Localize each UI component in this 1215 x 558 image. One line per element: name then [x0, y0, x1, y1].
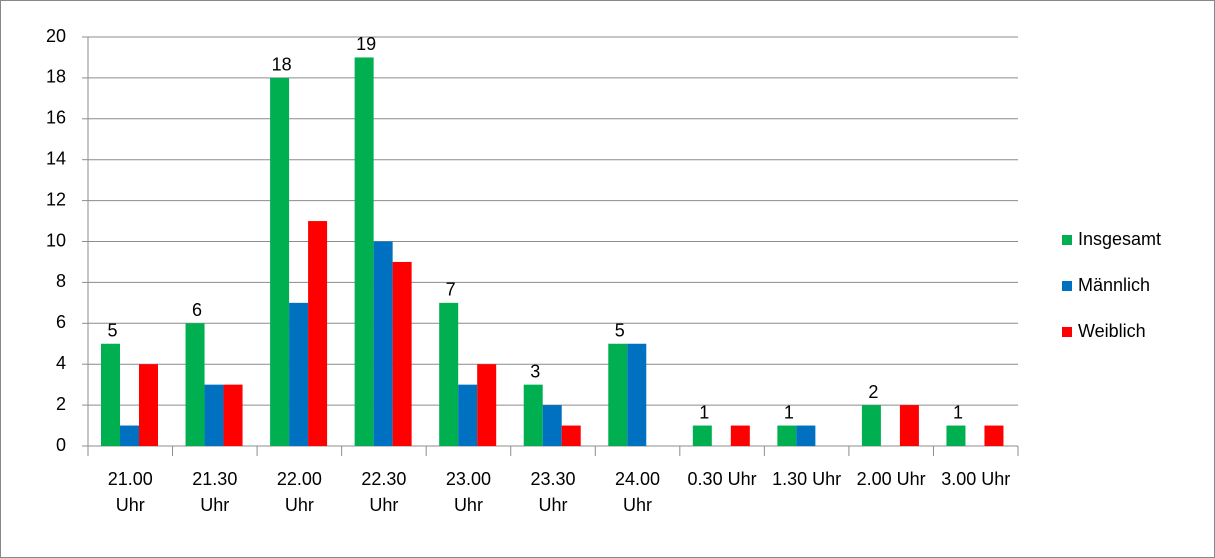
bar: [899, 405, 919, 446]
legend-swatch: [1062, 327, 1072, 337]
data-label: 7: [446, 280, 456, 300]
legend-swatch: [1062, 235, 1072, 245]
y-tick-label: 10: [46, 230, 66, 250]
data-label: 5: [615, 321, 625, 341]
x-tick-label: 21.00 Uhr: [107, 469, 153, 515]
bar: [946, 425, 966, 446]
bar: [523, 384, 543, 446]
y-tick-label: 4: [56, 353, 66, 373]
x-tick-label: 22.00 Uhr: [276, 469, 322, 515]
bar: [120, 425, 139, 446]
y-tick-label: 6: [56, 312, 66, 332]
bar: [439, 302, 459, 446]
y-tick-label: 18: [46, 67, 66, 87]
data-label: 19: [356, 34, 376, 54]
x-tick-label: 0.30 Uhr: [687, 469, 757, 489]
bar: [139, 364, 158, 446]
x-tick-label: 2.00 Uhr: [856, 469, 926, 489]
bar: [392, 261, 412, 446]
bar: [861, 405, 881, 446]
bar: [561, 425, 581, 446]
x-tick-label: 21.30 Uhr: [192, 469, 238, 515]
legend-label: Insgesamt: [1078, 229, 1161, 249]
bar: [477, 364, 497, 446]
bar: [308, 221, 328, 446]
bar: [289, 302, 309, 446]
bar: [692, 425, 712, 446]
y-tick-label: 0: [56, 435, 66, 455]
bar: [270, 77, 290, 447]
bar: [204, 384, 224, 446]
bar: [796, 425, 816, 446]
y-tick-label: 16: [46, 108, 66, 128]
y-tick-label: 2: [56, 394, 66, 414]
data-label: 3: [530, 361, 540, 381]
y-tick-label: 14: [46, 148, 66, 168]
y-tick-label: 8: [56, 271, 66, 291]
x-tick-label: 24.00 Uhr: [615, 469, 661, 515]
legend-swatch: [1062, 281, 1072, 291]
data-label: 2: [868, 382, 878, 402]
bar: [458, 384, 478, 446]
bar: [354, 57, 374, 446]
data-label: 1: [784, 402, 794, 422]
x-tick-label: 22.30 Uhr: [361, 469, 407, 515]
y-tick-label: 12: [46, 189, 66, 209]
bar: [373, 241, 393, 446]
bar: [542, 405, 562, 446]
x-tick-label: 23.30 Uhr: [530, 469, 576, 515]
bar: [223, 384, 243, 446]
bar: [627, 343, 647, 446]
bar: [608, 343, 628, 446]
x-tick-label: 23.00 Uhr: [445, 469, 491, 515]
legend-label: Männlich: [1078, 275, 1150, 295]
data-label: 1: [699, 402, 709, 422]
data-label: 18: [272, 55, 292, 75]
bar: [730, 425, 750, 446]
bar: [185, 323, 205, 446]
bar: [777, 425, 797, 446]
bar: [101, 343, 120, 446]
legend-label: Weiblich: [1078, 321, 1146, 341]
x-tick-label: 1.30 Uhr: [772, 469, 842, 489]
x-tick-label: 3.00 Uhr: [941, 469, 1011, 489]
data-label: 5: [107, 321, 117, 341]
data-label: 1: [953, 402, 963, 422]
bar: [984, 425, 1004, 446]
data-label: 6: [192, 300, 202, 320]
y-tick-label: 20: [46, 26, 66, 46]
